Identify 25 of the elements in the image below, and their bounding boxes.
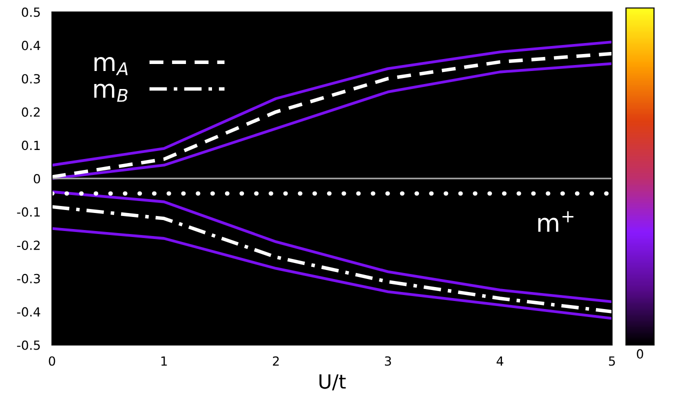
legend-label: m$_{B}$ (94, 84, 128, 102)
y-tick-label: -0.2 (17, 240, 40, 250)
x-tick-label: 1 (161, 356, 167, 366)
annotation: m$^{+}$ (538, 211, 574, 232)
y-tick-label: -0.4 (17, 307, 40, 317)
y-tick-label: 0.1 (22, 140, 40, 150)
y-tick-label: -0.3 (17, 274, 40, 284)
y-tick-label: -0.1 (17, 207, 40, 217)
x-tick-label: 3 (384, 356, 391, 366)
x-tick-label: 4 (496, 356, 504, 366)
line-series (52, 40, 612, 167)
x-tick-label: 5 (608, 356, 615, 366)
line-series (52, 190, 612, 304)
y-tick-label: 0.3 (22, 74, 40, 84)
x-tick-label: 0 (48, 356, 56, 366)
y-tick-label: 0 (34, 174, 40, 184)
y-tick-label: 0.5 (22, 7, 40, 17)
legend-label: m$_{A}$ (94, 56, 128, 76)
x-tick-label: 2 (272, 356, 279, 366)
x-axis-title: U/t (319, 374, 346, 390)
line-series (52, 205, 612, 314)
y-tick-label: 0.2 (22, 107, 40, 117)
y-tick-label: 0.4 (22, 40, 40, 50)
y-tick-label: -0.5 (17, 340, 40, 350)
text: 0 (636, 349, 644, 359)
